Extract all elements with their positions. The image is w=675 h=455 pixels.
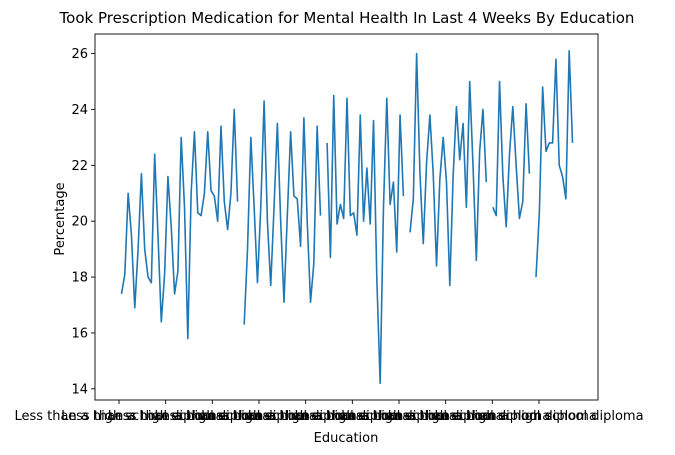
x-tick-label: Less than a high school diploma [248,409,457,424]
y-tick-label: 14 [71,382,88,397]
x-tick-label: Less than a high school diploma [434,409,643,424]
y-tick-label: 26 [71,47,88,62]
plot-area: 14 16 18 20 22 24 26 Less than a high school di… [14,33,644,424]
x-axis-label: Education [314,431,379,446]
x-tick-label: Less than a high school diploma [14,409,223,424]
y-tick-label: 18 [71,271,88,286]
x-tick-label: Less than a high school diploma [388,409,597,424]
y-axis-label: Percentage [53,182,68,255]
y-tick-label: 20 [71,215,88,230]
series-line-segment [326,94,405,385]
series-line-segment [492,80,531,228]
plot-frame [94,33,599,401]
x-tick-label: Less than a high school diploma [61,409,270,424]
y-tick-label: 24 [71,103,88,118]
y-tick-label: 16 [71,326,88,341]
x-tick-label: Less than a high school diploma [341,409,550,424]
series-line-segment [243,100,322,325]
x-tick-label: Less than a high school diploma [108,409,317,424]
series-line-segment [409,52,488,287]
series-line-segment [535,49,574,278]
x-tick-label: Less than a high school diploma [154,409,363,424]
y-tick-label: 22 [71,159,88,174]
chart-title: Took Prescription Medication for Mental … [59,9,635,27]
x-tick-label: Less than a high school diploma [201,409,410,424]
x-tick-label: Less than a high school diploma [294,409,503,424]
series-line-segment [120,108,239,340]
